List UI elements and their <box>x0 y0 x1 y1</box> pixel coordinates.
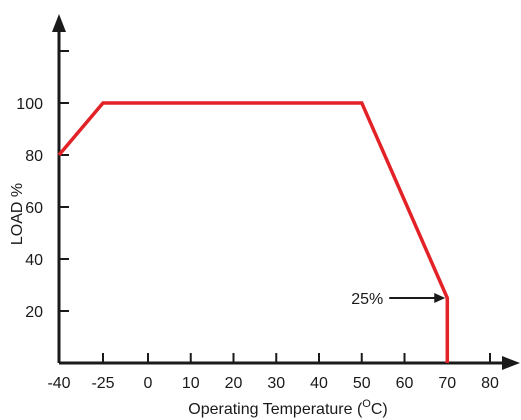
ticks: 20 40 60 80 100 -40 -25 0 10 20 30 40 50 60 70 80 <box>16 50 499 392</box>
y-tick-label: 100 <box>16 96 43 113</box>
annotation-arrow-head <box>434 293 446 303</box>
y-tick-label: 80 <box>25 148 43 165</box>
y-tick-label: 60 <box>25 200 43 217</box>
y-tick-label: 40 <box>25 252 43 269</box>
x-tick-label: -25 <box>91 375 114 392</box>
axes <box>52 14 520 370</box>
x-tick-label: 10 <box>182 375 200 392</box>
x-tick-label: -40 <box>47 375 70 392</box>
x-axis-title: Operating Temperature (OC) <box>188 398 387 418</box>
annotation-label: 25% <box>351 291 383 308</box>
x-axis-title-main: Operating Temperature ( <box>188 401 363 418</box>
y-axis-arrow <box>52 14 66 32</box>
x-tick-label: 60 <box>396 375 414 392</box>
x-tick-label: 20 <box>225 375 243 392</box>
axis-titles: LOAD % Operating Temperature (OC) <box>9 183 388 418</box>
x-tick-label: 0 <box>144 375 153 392</box>
x-tick-label: 40 <box>310 375 328 392</box>
x-axis-title-unit: C) <box>371 401 388 418</box>
x-tick-label: 30 <box>267 375 285 392</box>
x-tick-label: 50 <box>353 375 371 392</box>
annotations: 25% <box>351 291 446 308</box>
y-tick-label: 20 <box>25 304 43 321</box>
y-axis-title: LOAD % <box>9 183 26 245</box>
series <box>57 101 450 363</box>
x-axis-title-degree: O <box>362 398 371 410</box>
derating-curve <box>57 101 450 363</box>
x-tick-label: 80 <box>481 375 499 392</box>
x-tick-label: 70 <box>438 375 456 392</box>
x-axis-arrow <box>502 356 520 370</box>
